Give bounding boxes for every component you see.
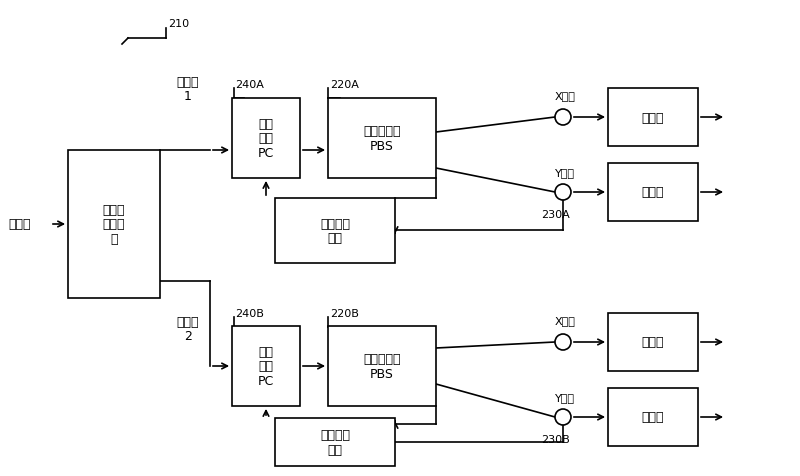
Text: 220B: 220B	[330, 308, 359, 318]
Text: 2: 2	[184, 330, 192, 343]
Text: 解调器: 解调器	[642, 411, 664, 424]
Text: 偏振: 偏振	[258, 118, 274, 131]
Text: 220A: 220A	[330, 80, 359, 90]
Text: Y偏振: Y偏振	[555, 168, 575, 178]
Text: PBS: PBS	[370, 139, 394, 152]
FancyBboxPatch shape	[232, 99, 300, 178]
Text: PC: PC	[258, 374, 274, 387]
Text: 解调器: 解调器	[642, 186, 664, 199]
Text: 偏振分束器: 偏振分束器	[363, 125, 401, 138]
Text: 240B: 240B	[235, 308, 264, 318]
Text: 偏振分束器: 偏振分束器	[363, 353, 401, 366]
Text: 230A: 230A	[541, 209, 570, 219]
Text: 反馈处理: 反馈处理	[320, 428, 350, 441]
Circle shape	[555, 409, 571, 425]
FancyBboxPatch shape	[232, 327, 300, 406]
Text: 控制: 控制	[258, 360, 274, 373]
FancyBboxPatch shape	[608, 164, 698, 221]
Text: 解调器: 解调器	[642, 336, 664, 349]
Text: PBS: PBS	[370, 367, 394, 380]
Text: 光子载: 光子载	[102, 204, 126, 217]
FancyBboxPatch shape	[275, 418, 395, 466]
Text: 模块: 模块	[327, 232, 342, 245]
Text: X偏振: X偏振	[554, 91, 575, 101]
FancyBboxPatch shape	[68, 151, 160, 298]
FancyBboxPatch shape	[328, 99, 436, 178]
Text: 控制: 控制	[258, 132, 274, 145]
Circle shape	[555, 334, 571, 350]
Circle shape	[555, 185, 571, 200]
Text: X偏振: X偏振	[554, 315, 575, 325]
Text: 210: 210	[168, 19, 189, 29]
FancyBboxPatch shape	[608, 313, 698, 371]
Text: 解调器: 解调器	[642, 111, 664, 124]
Text: 230B: 230B	[541, 434, 570, 444]
FancyBboxPatch shape	[608, 388, 698, 446]
FancyBboxPatch shape	[328, 327, 436, 406]
Text: 波分离: 波分离	[102, 218, 126, 231]
Text: 子载波: 子载波	[177, 75, 199, 89]
Text: 偏振: 偏振	[258, 346, 274, 358]
FancyBboxPatch shape	[608, 89, 698, 147]
Text: PC: PC	[258, 147, 274, 159]
Text: 1: 1	[184, 90, 192, 103]
Text: 240A: 240A	[235, 80, 264, 90]
Text: 反馈处理: 反馈处理	[320, 218, 350, 230]
Circle shape	[555, 110, 571, 126]
Text: 模块: 模块	[327, 443, 342, 456]
Text: 器: 器	[110, 232, 118, 246]
Text: 子载波: 子载波	[177, 315, 199, 328]
Text: 光载波: 光载波	[8, 218, 30, 231]
Text: Y偏振: Y偏振	[555, 392, 575, 402]
FancyBboxPatch shape	[275, 198, 395, 263]
